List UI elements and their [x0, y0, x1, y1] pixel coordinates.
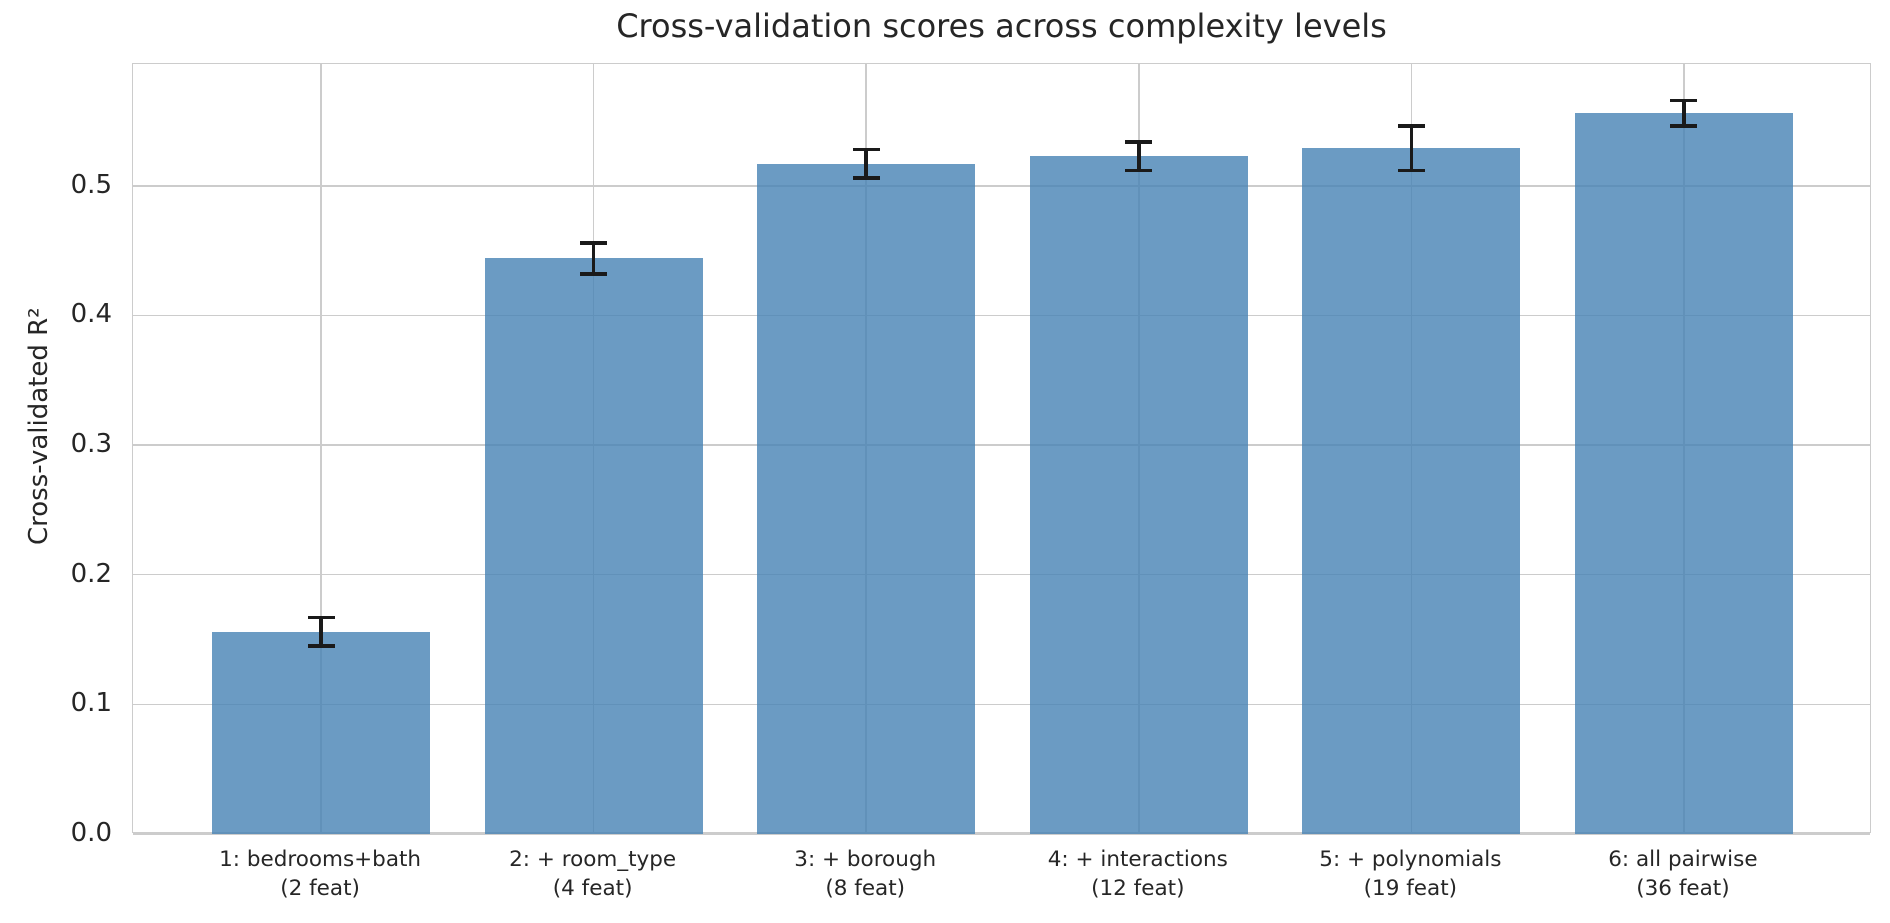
bar: [212, 631, 431, 834]
bar: [1302, 148, 1521, 834]
bar: [757, 163, 976, 834]
x-tick-label: 5: + polynomials (19 feat): [1319, 847, 1502, 901]
gridline-horizontal: [133, 573, 1870, 576]
gridline-horizontal: [133, 185, 1870, 187]
gridline-horizontal: [133, 703, 1870, 706]
error-bar-cap-top: [1670, 98, 1698, 103]
x-tick-label: 1: bedrooms+bath (2 feat): [219, 847, 422, 901]
gridline-horizontal: [133, 833, 1870, 835]
y-tick-label: 0.5: [70, 169, 112, 200]
x-tick-label: 2: + room_type (4 feat): [509, 847, 677, 901]
error-bar-cap-top: [852, 147, 880, 152]
error-bar-cap-top: [1397, 124, 1425, 128]
error-bar-cap-top: [580, 241, 608, 245]
gridline-horizontal: [133, 314, 1870, 317]
error-bar-line: [1409, 126, 1414, 171]
error-bar-line: [864, 149, 868, 179]
bar: [484, 258, 703, 834]
error-bar-cap-top: [307, 615, 335, 620]
error-bar-line: [1682, 100, 1686, 127]
error-bar-line: [591, 242, 596, 274]
y-tick-label: 0.3: [70, 429, 112, 460]
x-tick-label: 6: all pairwise (36 feat): [1608, 847, 1758, 901]
chart-title: Cross-validation scores across complexit…: [616, 7, 1387, 45]
error-bar-cap-bottom: [1397, 168, 1425, 173]
error-bar-cap-bottom: [580, 272, 608, 276]
gridline-vertical: [320, 64, 322, 832]
gridline-horizontal: [133, 444, 1870, 446]
bar: [1574, 113, 1793, 834]
bar: [1029, 156, 1248, 834]
error-bar-cap-bottom: [1670, 124, 1698, 128]
x-tick-label: 4: + interactions (12 feat): [1047, 847, 1228, 901]
y-tick-label: 0.4: [70, 299, 112, 330]
error-bar-cap-bottom: [307, 644, 335, 648]
x-tick-label: 3: + borough (8 feat): [794, 847, 937, 901]
y-axis-label: Cross-validated R²: [24, 307, 54, 545]
error-bar-cap-bottom: [852, 176, 880, 180]
plot-area: [132, 63, 1871, 835]
error-bar-cap-top: [1125, 140, 1153, 144]
error-bar-line: [319, 617, 323, 647]
y-tick-label: 0.2: [70, 558, 112, 589]
error-bar-cap-bottom: [1125, 168, 1153, 173]
y-tick-label: 0.0: [70, 818, 112, 848]
error-bar-line: [1137, 141, 1141, 171]
y-tick-label: 0.1: [70, 688, 112, 719]
